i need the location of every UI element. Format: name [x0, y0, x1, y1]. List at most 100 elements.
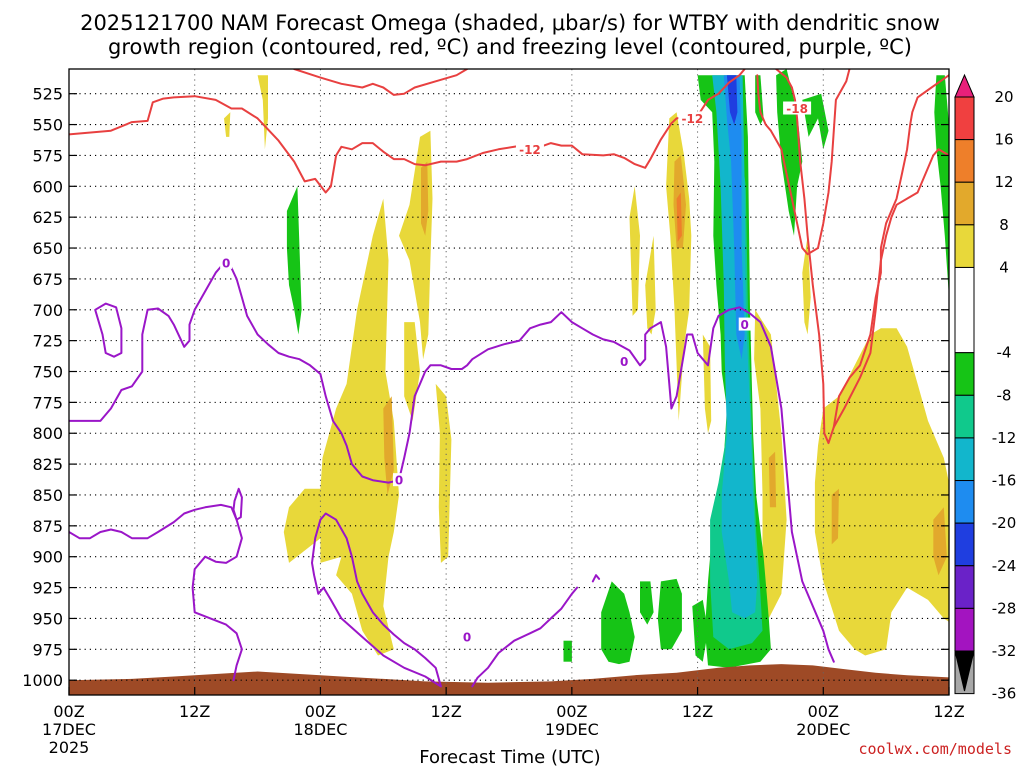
- contour-line-2: [775, 69, 949, 445]
- colorbar-bin-9: [954, 480, 975, 524]
- terrain-ground: [69, 664, 949, 695]
- y-tick-label-6: 675: [32, 270, 63, 289]
- omega-region-30: [776, 69, 803, 236]
- omega-region-5: [435, 383, 452, 563]
- omega-region-22: [286, 186, 302, 335]
- contour-label-group-6: 0: [738, 317, 751, 332]
- contour-label-2: -18: [786, 102, 808, 116]
- colorbar-label-7: -12: [992, 429, 1017, 447]
- x-axis-label: Forecast Time (UTC): [419, 747, 600, 768]
- omega-region-2: [283, 198, 399, 656]
- colorbar-bin-3: [954, 181, 975, 226]
- contour-line-6: [94, 302, 123, 358]
- contour-label-bg-5: [618, 354, 631, 368]
- colorbar-bin-12: [954, 607, 975, 652]
- credit-text: coolwx.com/models: [858, 740, 1012, 758]
- chart-title: 2025121700 NAM Forecast Omega (shaded, μ…: [80, 11, 940, 59]
- omega-region-35: [723, 75, 745, 360]
- contour-labels: -12 -12 -18 0 0 0 0 0: [220, 101, 812, 644]
- y-tick-label-11: 800: [32, 424, 63, 443]
- x-tick-label-5: 12Z: [682, 702, 713, 721]
- x-tick-year-0: 2025: [49, 738, 90, 757]
- colorbar-bin-1: [954, 96, 975, 141]
- omega-region-25: [640, 581, 654, 625]
- colorbar-label-9: -20: [992, 514, 1017, 532]
- colorbar-bin-6: [954, 352, 975, 396]
- contour-label-group-3: 0: [220, 255, 233, 270]
- contour-label-group-4: 0: [393, 473, 405, 488]
- x-tick-date-0: 17DEC: [42, 720, 96, 739]
- omega-region-21: [676, 192, 682, 242]
- contour-label-6: 0: [741, 318, 749, 332]
- y-tick-label-18: 975: [32, 640, 63, 659]
- x-tick-label-2: 00Z: [305, 702, 336, 721]
- omega-region-36: [726, 75, 738, 125]
- x-tick-label-0: 00Z: [53, 702, 84, 721]
- contour-label-1: -12: [681, 112, 703, 126]
- colorbar-label-10: -24: [992, 557, 1017, 575]
- contour-line-4: [832, 148, 949, 429]
- contour-label-3: 0: [222, 256, 230, 270]
- contour-label-bg-0: [515, 142, 544, 156]
- contour-line-1: [293, 69, 469, 96]
- colorbar-label-12: -32: [992, 642, 1017, 660]
- colorbar-bin-2: [954, 139, 975, 183]
- contour-label-bg-2: [783, 101, 812, 115]
- colorbar-top-triangle: [954, 73, 975, 98]
- y-tick-label-8: 725: [32, 332, 63, 351]
- omega-region-7: [645, 235, 656, 335]
- dotted-grid: [69, 69, 949, 695]
- y-tick-label-7: 700: [32, 301, 63, 320]
- omega-region-34: [712, 75, 758, 619]
- contour-line-9: [311, 512, 442, 688]
- omega-region-0: [257, 75, 268, 150]
- y-tick-label-1: 550: [32, 116, 63, 135]
- y-tick-label-17: 950: [32, 609, 63, 628]
- omega-region-19: [933, 507, 947, 576]
- y-tick-label-0: 525: [32, 85, 63, 104]
- omega-region-20: [768, 451, 777, 508]
- y-tick-label-19: 1000: [22, 671, 63, 690]
- contour-label-group-1: -12: [678, 111, 707, 126]
- y-tick-label-15: 900: [32, 548, 63, 567]
- ground-fill: [69, 664, 949, 695]
- colorbar-bin-4: [954, 224, 975, 268]
- contour-label-group-7: 0: [461, 629, 474, 644]
- contour-label-bg-6: [738, 317, 751, 331]
- colorbar-label-6: -8: [997, 386, 1012, 404]
- contour-line-7: [69, 503, 243, 682]
- colorbar-label-0: 20: [994, 88, 1013, 106]
- colorbar-label-13: -36: [992, 685, 1017, 703]
- contour-label-group-5: 0: [618, 354, 631, 369]
- colorbar-bottom-triangle: [954, 650, 975, 692]
- omega-region-27: [692, 599, 708, 662]
- colorbar-label-1: 16: [994, 131, 1013, 149]
- y-tick-label-10: 775: [32, 393, 63, 412]
- colorbar: 20 16 12 8 4 -4 -8 -12 -16 -20 -24 -28 -32 -36: [954, 73, 1017, 703]
- contour-line-8: [232, 487, 243, 521]
- omega-region-6: [629, 186, 640, 316]
- x-tick-label-6: 00Z: [808, 702, 839, 721]
- colorbar-label-5: -4: [997, 344, 1012, 362]
- contour-label-group-0: -12: [515, 142, 544, 157]
- omega-region-14: [814, 328, 949, 656]
- omega-region-8: [666, 112, 692, 421]
- x-tick-label-3: 12Z: [430, 702, 461, 721]
- contours: [69, 69, 949, 688]
- title-line-1: 2025121700 NAM Forecast Omega (shaded, μ…: [80, 11, 940, 35]
- colorbar-label-4: 4: [999, 258, 1009, 276]
- omega-region-24: [601, 581, 635, 665]
- contour-line-3: [756, 69, 851, 256]
- plot-frame: [68, 68, 950, 696]
- contour-label-bg-1: [678, 111, 707, 125]
- y-tick-label-5: 650: [32, 239, 63, 258]
- y-tick-label-4: 625: [32, 208, 63, 227]
- x-tick-date-6: 20DEC: [796, 720, 850, 739]
- contour-label-5: 0: [620, 355, 628, 369]
- contour-label-group-2: -18: [783, 101, 812, 116]
- pressure-axis: 525 550 575 600 625 650 675 700 725 750 775 800 825 8…: [22, 85, 949, 690]
- colorbar-bin-11: [954, 565, 975, 609]
- contour-label-7: 0: [463, 630, 471, 644]
